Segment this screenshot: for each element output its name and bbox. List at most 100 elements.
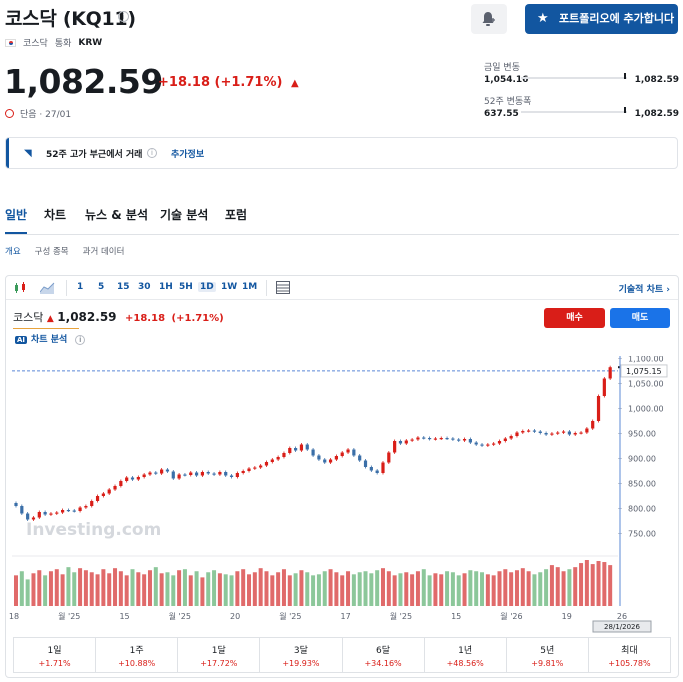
performance-period: 최대	[621, 646, 638, 656]
candle	[404, 440, 408, 444]
x-tick-label: 월 '25	[169, 611, 191, 621]
volume-bar	[311, 575, 316, 606]
candle	[107, 489, 111, 494]
candle	[363, 460, 368, 467]
volume-bar	[235, 571, 240, 606]
volume-bar	[130, 569, 135, 606]
table-view-icon[interactable]	[276, 281, 290, 294]
y-tick-label: 1,050.00	[628, 380, 664, 389]
currency-label: 통화	[54, 39, 72, 49]
performance-cell[interactable]: 5년 +9.81%	[507, 638, 589, 672]
volume-bar	[177, 570, 182, 606]
info-icon[interactable]: i	[75, 335, 86, 345]
performance-cell[interactable]: 1달 +17.72%	[178, 638, 261, 672]
candle	[602, 378, 606, 396]
volume-bar	[439, 574, 444, 606]
sell-button[interactable]: 매도	[610, 308, 670, 328]
y-tick-label: 850.00	[628, 480, 656, 489]
volume-bar	[380, 568, 385, 606]
buy-button[interactable]: 매수	[544, 308, 605, 328]
volume-bar	[555, 567, 560, 606]
ai-chart-analysis-button[interactable]: AI 차트 분석 i	[15, 332, 86, 345]
candle	[521, 431, 525, 433]
interval-30[interactable]: 30	[138, 282, 151, 292]
technical-chart-link[interactable]: 기술적 차트 ›	[618, 285, 670, 295]
performance-strip: 1일 +1.71% 1주 +10.88% 1달 +17.72% 3달 +19.93% 6달 +34…	[13, 637, 671, 673]
performance-period: 3달	[293, 646, 308, 656]
candle	[433, 438, 438, 440]
subtab-components[interactable]: 구성 종목	[34, 247, 69, 257]
volume-bar	[526, 571, 531, 606]
last-price-label: 1,075.15	[626, 367, 662, 376]
tab-chart[interactable]: 차트	[44, 208, 67, 222]
performance-cell[interactable]: 1주 +10.88%	[96, 638, 179, 672]
instrument-meta: 코스닥 통화 KRW	[5, 36, 102, 49]
performance-cell[interactable]: 6달 +34.16%	[343, 638, 425, 672]
candle	[235, 473, 239, 477]
subtab-overview[interactable]: 개요	[5, 247, 21, 257]
performance-cell[interactable]: 1일 +1.71%	[14, 638, 97, 672]
volume-bar	[212, 570, 217, 606]
volume-bar	[410, 574, 415, 606]
volume-bar	[532, 574, 537, 606]
tab-news-analysis[interactable]: 뉴스 & 분석	[85, 208, 148, 222]
tab-technical[interactable]: 기술 분석	[160, 208, 209, 222]
banner-more-link[interactable]: 추가정보	[171, 150, 205, 160]
interval-5h[interactable]: 5H	[179, 282, 193, 292]
candle	[229, 475, 234, 477]
chart-toolbar: 1 5 15 30 1H 5H 1D 1W 1M 기술적 차트 ›	[6, 276, 678, 300]
area-type-icon[interactable]	[40, 282, 55, 294]
volume-bar	[579, 563, 584, 606]
volume-bar	[89, 572, 94, 606]
x-tick-label: 15	[119, 612, 129, 621]
candle	[596, 396, 601, 421]
performance-value: +9.81%	[531, 659, 564, 668]
volume-bar	[147, 570, 152, 606]
interval-1w[interactable]: 1W	[221, 282, 238, 292]
volume-bar	[549, 565, 554, 606]
interval-15[interactable]: 15	[117, 282, 130, 292]
candle	[148, 472, 152, 475]
performance-cell[interactable]: 3달 +19.93%	[260, 638, 343, 672]
volume-bar	[509, 572, 514, 606]
interval-1d[interactable]: 1D	[198, 282, 216, 292]
candle	[445, 438, 449, 440]
x-tick-label: 19	[562, 612, 572, 621]
info-icon[interactable]: i	[147, 148, 157, 158]
candle	[393, 441, 397, 453]
price-chart[interactable]: 1,100.00 1,050.00 1,000.00 950.00 900.00 850.…	[6, 356, 678, 634]
alert-bell-button[interactable]	[471, 4, 507, 34]
volume-bar	[340, 575, 345, 606]
volume-bar	[474, 571, 479, 606]
performance-cell[interactable]: 1년 +48.56%	[425, 638, 507, 672]
candle	[95, 496, 100, 501]
add-to-portfolio-button[interactable]: ★ 포트폴리오에 추가합니다	[525, 4, 678, 34]
volume-bar	[258, 568, 263, 606]
volume-bar	[596, 561, 601, 606]
interval-1h[interactable]: 1H	[159, 282, 173, 292]
volume-bar	[206, 572, 211, 606]
volume-bar	[25, 579, 30, 606]
interval-1m[interactable]: 1M	[242, 282, 258, 292]
candle	[61, 510, 65, 513]
candle	[288, 448, 292, 453]
volume-bar	[107, 573, 112, 606]
tab-forum[interactable]: 포럼	[225, 208, 248, 222]
candle	[43, 512, 47, 515]
volume-bar	[392, 575, 397, 606]
info-icon[interactable]: i	[118, 11, 129, 22]
performance-cell[interactable]: 최대 +105.78%	[589, 638, 670, 672]
candle	[259, 465, 263, 468]
volume-bar	[241, 569, 246, 606]
candle	[49, 513, 53, 515]
candle	[398, 441, 403, 444]
subtab-historical[interactable]: 과거 데이터	[82, 247, 125, 257]
tab-general[interactable]: 일반	[5, 208, 28, 222]
candlestick-type-icon[interactable]	[13, 281, 27, 295]
volume-bar	[118, 571, 123, 606]
performance-value: +19.93%	[282, 659, 320, 668]
performance-period: 5년	[540, 646, 555, 656]
volume-bar	[31, 573, 36, 606]
interval-1[interactable]: 1	[77, 282, 84, 292]
interval-5[interactable]: 5	[98, 282, 105, 292]
